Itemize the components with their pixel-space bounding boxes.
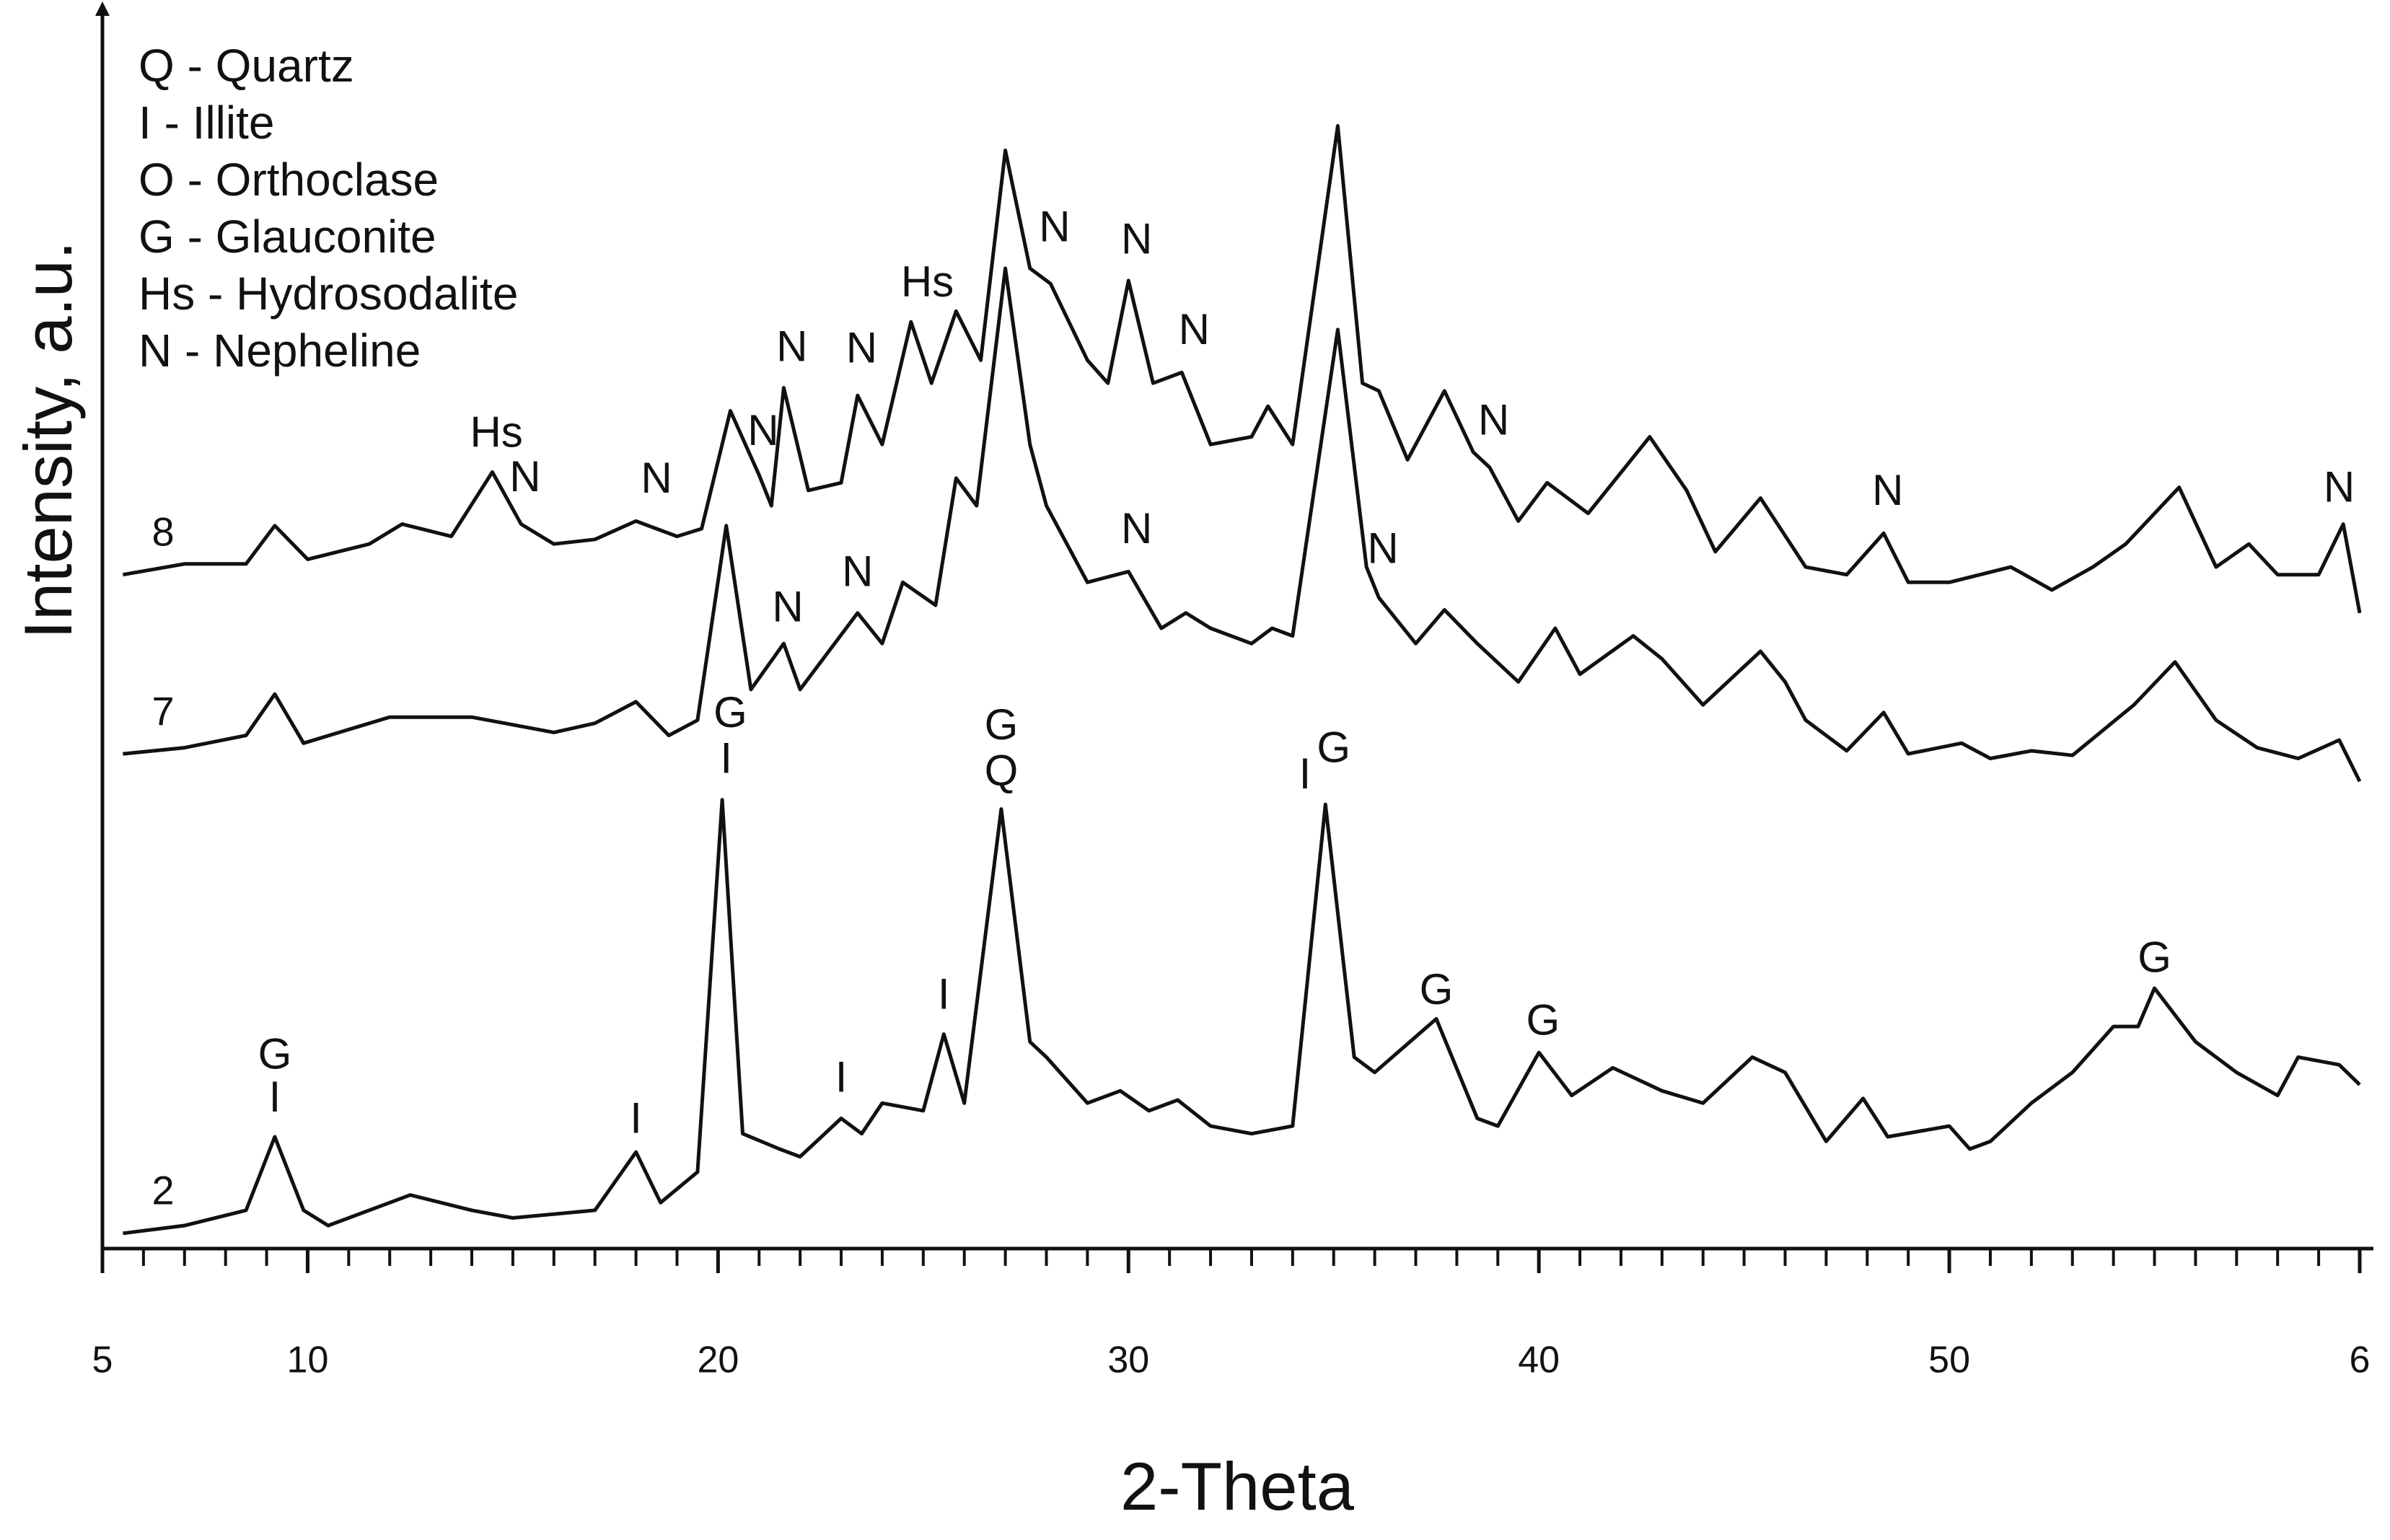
peak-label: G — [713, 688, 747, 736]
series-label: 2 — [151, 1168, 174, 1213]
peak-label: N — [1872, 466, 1903, 514]
peak-label: Q — [985, 747, 1019, 795]
key-text: N - Nepheline — [139, 325, 421, 377]
peak-label: G — [1526, 996, 1560, 1044]
peak-label: G — [2138, 933, 2171, 982]
key-text: Q - Quartz — [139, 40, 354, 92]
series-line — [123, 266, 2362, 783]
series-label: 8 — [151, 509, 174, 554]
x-tick-label: 30 — [1107, 1339, 1149, 1381]
series-line — [122, 124, 2362, 614]
peak-label: Hs — [901, 258, 954, 306]
series-line — [123, 798, 2361, 1236]
peak-label: N — [846, 323, 877, 371]
key-text: I - Illite — [139, 97, 274, 149]
x-tick-label: 5 — [92, 1339, 113, 1381]
peak-label: N — [1179, 305, 1210, 353]
key-text: G - Glauconite — [139, 211, 436, 263]
peak-label: I — [938, 970, 950, 1018]
peak-label: N — [2324, 463, 2355, 511]
x-tick-label: 50 — [1928, 1339, 1970, 1381]
peak-label: N — [1039, 203, 1070, 251]
peak-label: N — [747, 406, 778, 454]
peak-label: I — [720, 734, 732, 783]
peak-label: N — [776, 322, 807, 370]
x-tick-label: 10 — [287, 1339, 329, 1381]
peak-label: G — [1317, 723, 1350, 772]
peak-label: N — [1121, 215, 1152, 263]
series-label: 7 — [151, 688, 174, 734]
x-tick-label: 6 — [2350, 1339, 2371, 1381]
peak-label: G — [1420, 965, 1454, 1013]
x-tick-label: 20 — [697, 1339, 739, 1381]
peak-label: N — [509, 452, 540, 501]
peak-label: N — [641, 454, 672, 502]
key-text: O - Orthoclase — [139, 154, 439, 206]
peak-label: N — [842, 547, 873, 596]
peak-label: I — [630, 1094, 642, 1143]
peak-label: I — [1299, 749, 1312, 798]
peak-label: N — [1478, 395, 1509, 444]
x-axis-title: 2-Theta — [1120, 1448, 1355, 1524]
peak-label: N — [1367, 524, 1398, 573]
y-axis-arrow — [95, 1, 110, 16]
x-tick-label: 40 — [1518, 1339, 1560, 1381]
key-text: Hs - Hydrosodalite — [139, 268, 518, 320]
y-axis-title: Intensity, a.u. — [10, 241, 86, 639]
peak-label: Hs — [470, 408, 522, 456]
peak-label: I — [269, 1073, 281, 1121]
peak-label: N — [772, 582, 803, 630]
peak-label: G — [258, 1029, 292, 1078]
peak-label: I — [835, 1052, 848, 1101]
peak-label: G — [985, 700, 1019, 749]
peak-label: N — [1121, 504, 1152, 553]
